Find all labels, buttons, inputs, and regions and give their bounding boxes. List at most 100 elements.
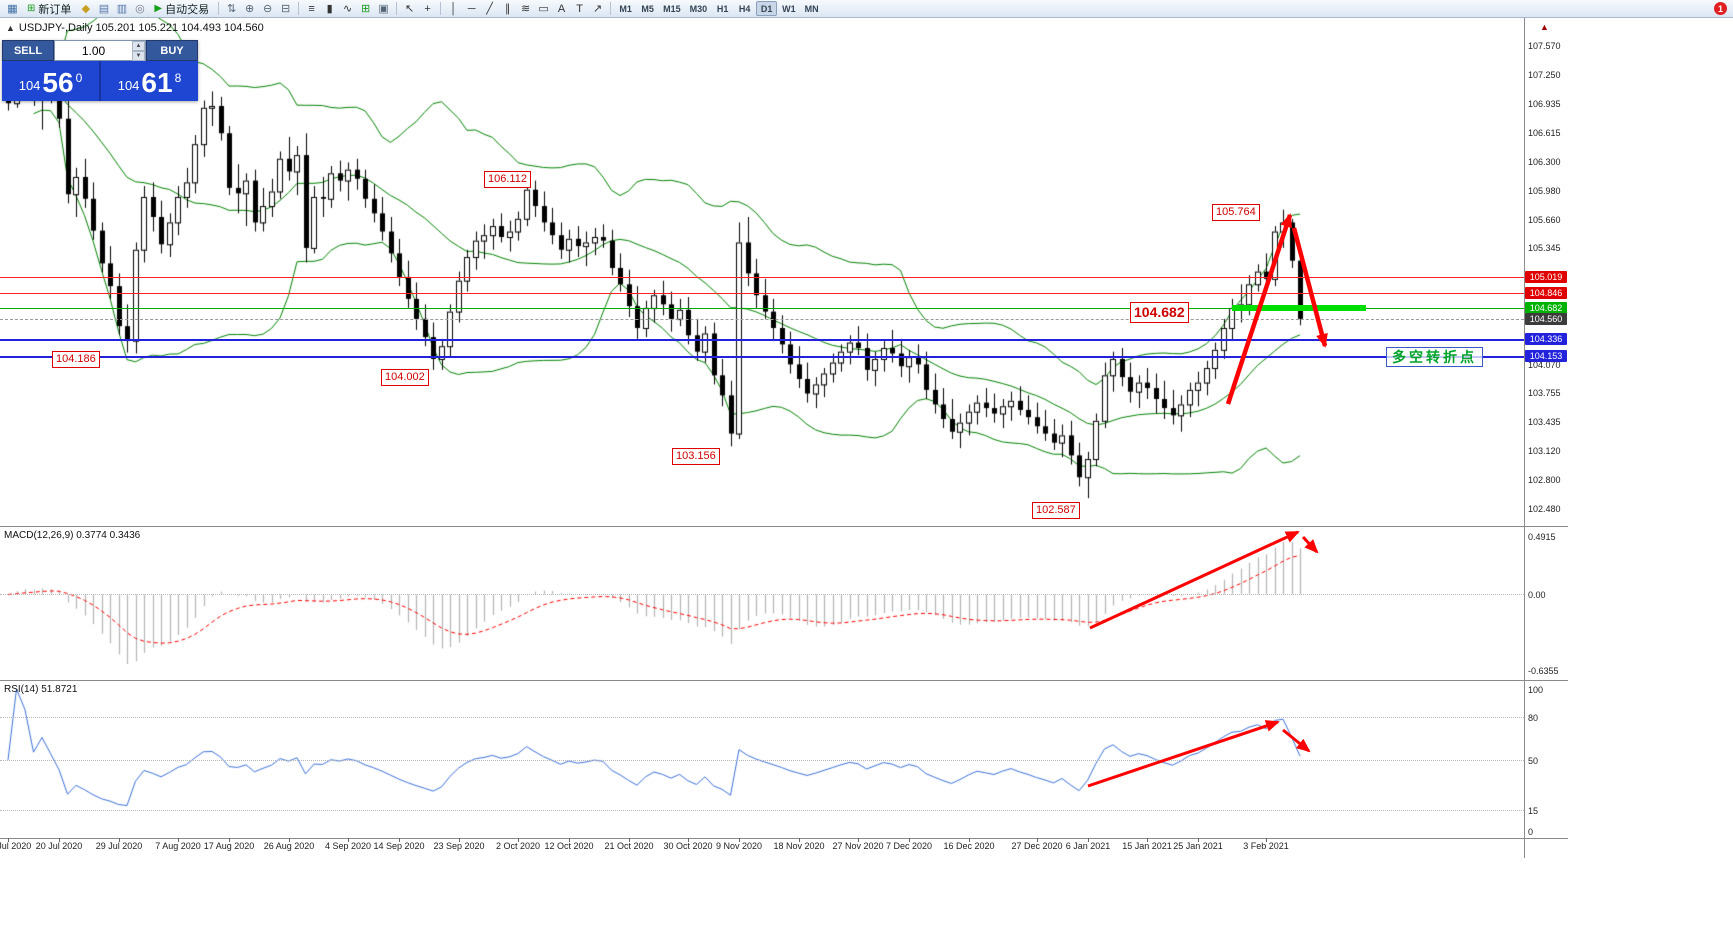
price-badge-104.682: 104.682 xyxy=(1525,301,1567,314)
rsi-axis-label: 80 xyxy=(1528,713,1539,724)
line-chart-icon[interactable]: ∿ xyxy=(342,3,353,15)
lot-input[interactable] xyxy=(55,41,132,60)
date-tick-mark xyxy=(459,838,460,842)
arrow-tool-icon[interactable]: ↗ xyxy=(592,3,603,15)
autotrading-button[interactable]: ▶ 自动交易 xyxy=(149,1,214,16)
date-label: 30 Oct 2020 xyxy=(663,841,713,851)
price-scale-scroll-icon[interactable]: ▲ xyxy=(1540,22,1549,32)
rsi-level-50 xyxy=(0,760,1524,761)
horizontal-line-104.56[interactable] xyxy=(0,318,1524,320)
price-annotation[interactable]: 104.682 xyxy=(1130,302,1189,323)
timeframe-m15[interactable]: M15 xyxy=(663,3,681,14)
tile-windows-icon[interactable]: ⊟ xyxy=(280,3,291,15)
lot-up-icon[interactable]: ▲ xyxy=(132,41,145,51)
panel-separator xyxy=(0,838,1568,839)
text-icon[interactable]: A xyxy=(557,2,566,15)
charts-icon[interactable]: ▦ xyxy=(7,3,18,15)
sell-price-display[interactable]: 104 56 0 xyxy=(2,61,99,101)
candlestick-chart-icon[interactable]: ▮ xyxy=(326,3,333,15)
new-order-button[interactable]: ⊞ 新订单 xyxy=(22,1,76,16)
lot-down-icon[interactable]: ▼ xyxy=(132,51,145,61)
crosshair-icon[interactable]: + xyxy=(424,2,431,15)
horizontal-line-104.846[interactable] xyxy=(0,292,1524,294)
notification-badge[interactable]: 1 xyxy=(1714,2,1727,15)
timeframe-h1[interactable]: H1 xyxy=(716,3,729,14)
price-axis-tick: 102.800 xyxy=(1528,475,1561,486)
sell-price-big: 56 xyxy=(42,67,74,98)
sell-price-prefix: 104 xyxy=(18,78,41,93)
one-click-collapse-arrow-icon[interactable]: ▲ xyxy=(6,23,15,33)
timeframe-mn[interactable]: MN xyxy=(804,3,819,14)
price-badge-104.153: 104.153 xyxy=(1525,349,1567,362)
price-axis-tick: 105.345 xyxy=(1528,243,1561,254)
horizontal-line-104.153[interactable] xyxy=(0,355,1524,358)
horizontal-line-104.336[interactable] xyxy=(0,339,1524,342)
turning-point-label[interactable]: 多空转折点 xyxy=(1386,347,1483,367)
date-tick-mark xyxy=(1266,838,1267,842)
lot-size-field: ▲ ▼ xyxy=(54,40,146,61)
sell-button[interactable]: SELL xyxy=(2,40,54,61)
date-label: 21 Oct 2020 xyxy=(604,841,654,851)
price-axis-tick: 106.300 xyxy=(1528,156,1561,167)
text-label-icon[interactable]: T xyxy=(576,2,583,15)
sell-price-sup: 0 xyxy=(75,71,83,85)
support-highlight-line[interactable] xyxy=(1232,304,1366,311)
price-axis-tick: 103.120 xyxy=(1528,445,1561,456)
horizontal-line-105.019[interactable] xyxy=(0,277,1524,279)
price-axis-tick: 107.250 xyxy=(1528,70,1561,81)
new-chart-icon[interactable]: ⊞ xyxy=(360,3,371,15)
one-click-top-row: SELL ▲ ▼ BUY xyxy=(2,40,198,61)
timeframe-m5[interactable]: M5 xyxy=(641,3,654,14)
price-annotation[interactable]: 104.186 xyxy=(52,351,100,368)
one-click-trading-panel: SELL ▲ ▼ BUY 104 56 0 104 61 8 xyxy=(2,40,198,101)
toolbar-separator xyxy=(440,2,442,15)
equidistant-channel-icon[interactable]: ∥ xyxy=(504,3,511,15)
date-label: 27 Nov 2020 xyxy=(832,841,884,851)
price-annotation[interactable]: 104.002 xyxy=(381,369,429,386)
date-label: 9 Nov 2020 xyxy=(715,841,763,851)
price-annotation[interactable]: 106.112 xyxy=(484,171,531,188)
zoom-in-icon[interactable]: ⊕ xyxy=(244,3,255,15)
horizontal-line-104.682[interactable] xyxy=(0,307,1524,309)
buy-button[interactable]: BUY xyxy=(146,40,198,61)
date-label: 4 Sep 2020 xyxy=(324,841,372,851)
price-annotation[interactable]: 105.764 xyxy=(1212,204,1260,221)
indicator-window-icon[interactable]: ⇅ xyxy=(226,3,237,15)
timeframe-d1[interactable]: D1 xyxy=(756,1,778,16)
macd-zero-line xyxy=(0,594,1524,596)
date-tick-mark xyxy=(399,838,400,842)
timeframe-m1[interactable]: M1 xyxy=(619,3,632,14)
toolbar: ▦ ⊞ 新订单 ◆ ▤ ▥ ◎ ▶ 自动交易 ⇅ ⊕ ⊖ ⊟ ≡ ▮ ∿ ⊞ ▣ ↖ + │ ─ ╱ ∥ ≋ ▭ A T ↗ M1 M5 M1… xyxy=(0,0,1733,18)
price-badge-104.560: 104.560 xyxy=(1525,312,1567,325)
data-window-icon[interactable]: ▥ xyxy=(116,3,128,15)
navigator-icon[interactable]: ◎ xyxy=(135,3,145,15)
macd-axis-label: 0.00 xyxy=(1528,590,1546,601)
market-watch-icon[interactable]: ▤ xyxy=(98,3,110,15)
date-tick-mark xyxy=(59,838,60,842)
cursor-icon[interactable]: ↖ xyxy=(404,3,415,15)
buy-price-display[interactable]: 104 61 8 xyxy=(101,61,198,101)
price-annotation[interactable]: 103.156 xyxy=(672,448,720,465)
chart-title: ▲ USDJPY-,Daily 105.201 105.221 104.493 1… xyxy=(6,22,264,34)
date-tick-mark xyxy=(569,838,570,842)
rsi-axis-label: 100 xyxy=(1528,685,1544,695)
horizontal-line-icon[interactable]: ─ xyxy=(467,2,476,15)
profiles-icon[interactable]: ◆ xyxy=(81,3,91,15)
zoom-out-icon[interactable]: ⊖ xyxy=(262,3,273,15)
vertical-line-icon[interactable]: │ xyxy=(450,2,458,15)
timeframe-m30[interactable]: M30 xyxy=(689,3,708,14)
autotrading-button-icon: ▶ xyxy=(154,3,163,14)
date-label: 27 Dec 2020 xyxy=(1011,841,1063,851)
date-label: 18 Nov 2020 xyxy=(773,841,825,851)
shapes-icon[interactable]: ▭ xyxy=(538,3,549,15)
price-annotation[interactable]: 102.587 xyxy=(1032,502,1080,519)
timeframe-w1[interactable]: W1 xyxy=(782,3,796,14)
new-order-button-label: 新订单 xyxy=(38,3,72,16)
templates-icon[interactable]: ▣ xyxy=(378,3,389,15)
fibonacci-icon[interactable]: ≋ xyxy=(520,3,531,15)
timeframe-h4[interactable]: H4 xyxy=(738,3,751,14)
bar-chart-icon[interactable]: ≡ xyxy=(308,2,315,15)
date-tick-mark xyxy=(1037,838,1038,842)
date-tick-mark xyxy=(289,838,290,842)
trendline-icon[interactable]: ╱ xyxy=(486,3,493,15)
